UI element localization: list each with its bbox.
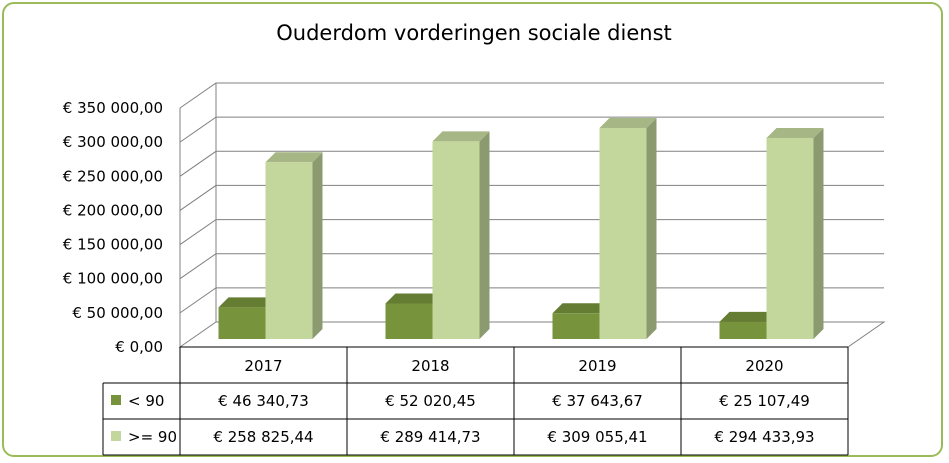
chart-title: Ouderdom vorderingen sociale dienst xyxy=(276,21,672,45)
y-tick-label: € 200 000,00 xyxy=(63,201,163,219)
y-tick-label: € 350 000,00 xyxy=(63,99,163,117)
bar-top xyxy=(719,311,777,322)
data-label: € 309 055,41 xyxy=(547,428,647,446)
x-tick-label: 2020 xyxy=(745,357,783,375)
bar-top xyxy=(265,152,323,163)
bar-front xyxy=(766,137,814,339)
x-tick-label: 2018 xyxy=(411,357,449,375)
data-label: € 46 340,73 xyxy=(218,392,309,410)
data-label: € 258 825,44 xyxy=(213,428,313,446)
gridline xyxy=(179,116,884,143)
y-tick-label: € 50 000,00 xyxy=(72,304,163,322)
bar-side xyxy=(312,152,323,339)
legend-label: < 90 xyxy=(128,392,164,410)
y-tick-label: € 150 000,00 xyxy=(63,236,163,254)
bar-front xyxy=(432,141,480,339)
y-tick-label: € 250 000,00 xyxy=(63,167,163,185)
bar-side xyxy=(813,127,824,339)
gridline xyxy=(179,219,884,245)
legend-swatch xyxy=(111,395,121,405)
gridline xyxy=(179,287,884,314)
data-label: € 294 433,93 xyxy=(714,428,814,446)
data-label: € 289 414,73 xyxy=(380,428,480,446)
bar-ge90-2018 xyxy=(432,131,490,339)
data-label: € 52 020,45 xyxy=(385,392,476,410)
bar-front xyxy=(719,321,767,339)
bar-front xyxy=(265,162,313,339)
data-label: € 25 107,49 xyxy=(719,392,810,410)
bar-top xyxy=(766,127,824,138)
x-tick-label: 2017 xyxy=(244,357,282,375)
bar-ge90-2020 xyxy=(766,127,824,339)
y-tick-label: € 100 000,00 xyxy=(63,270,163,288)
bar-side xyxy=(479,131,490,339)
gridline xyxy=(179,150,884,177)
bar-ge90-2017 xyxy=(265,152,323,339)
legend-swatch xyxy=(111,431,121,441)
bar-top xyxy=(599,117,657,128)
y-tick-label: € 0,00 xyxy=(115,338,163,356)
bar-front xyxy=(385,303,433,339)
bar-front xyxy=(599,127,647,339)
gridline xyxy=(179,253,884,280)
bar-top xyxy=(432,131,490,142)
gridline xyxy=(179,184,884,211)
legend-label: >= 90 xyxy=(128,428,177,446)
x-tick-label: 2019 xyxy=(578,357,616,375)
bar-ge90-2019 xyxy=(599,117,657,339)
bar-front xyxy=(552,313,600,339)
gridline xyxy=(179,82,884,109)
y-tick-label: € 300 000,00 xyxy=(63,133,163,151)
bar-side xyxy=(646,117,657,339)
data-label: € 37 643,67 xyxy=(552,392,643,410)
bar-top xyxy=(385,293,443,304)
bar-top xyxy=(218,297,276,308)
bar-front xyxy=(218,307,266,339)
bar-top xyxy=(552,303,610,314)
